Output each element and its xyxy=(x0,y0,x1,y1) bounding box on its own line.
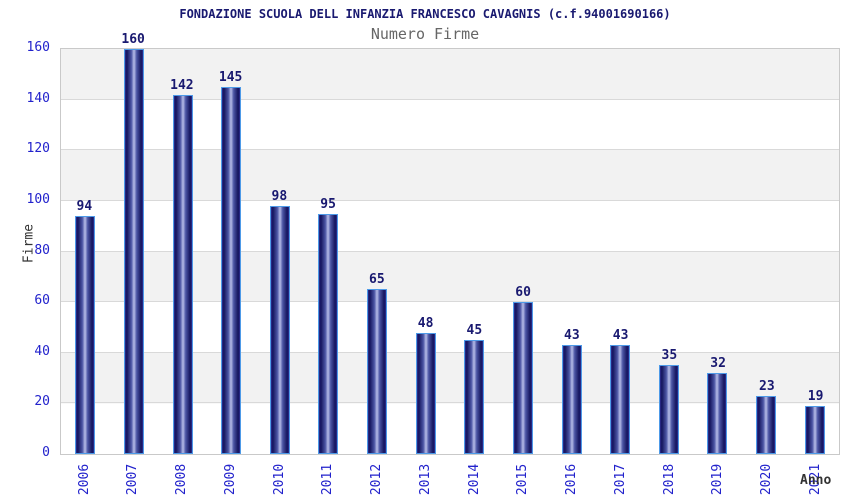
y-tick-label: 160 xyxy=(26,40,50,55)
bar-value-label: 43 xyxy=(612,328,629,344)
gridline xyxy=(61,199,839,201)
bar-value-label: 60 xyxy=(515,285,531,301)
x-tick-label: 2016 xyxy=(564,463,580,495)
bar-value-label: 32 xyxy=(710,356,726,371)
plot-area xyxy=(60,48,840,455)
x-tick-label: 2008 xyxy=(174,463,190,495)
x-axis-title: Anno xyxy=(800,473,832,488)
x-tick-label: 2017 xyxy=(613,463,629,495)
x-tick-label: 2013 xyxy=(418,463,434,495)
y-tick-label: 120 xyxy=(26,141,50,157)
chart-subtitle: Numero Firme xyxy=(370,25,480,43)
bar-2021 xyxy=(804,405,825,454)
x-tick-label: 2014 xyxy=(466,463,482,495)
bar-value-label: 65 xyxy=(369,272,385,288)
bar-2015 xyxy=(512,302,533,454)
x-tick-label: 2010 xyxy=(271,463,287,495)
bar-value-label: 23 xyxy=(759,378,775,394)
bar-2018 xyxy=(658,365,679,454)
bar-value-label: 98 xyxy=(271,188,288,204)
bar-value-label: 43 xyxy=(564,328,580,344)
x-tick-label: 2011 xyxy=(320,463,336,495)
y-tick-label: 60 xyxy=(34,293,50,309)
x-tick-label: 2015 xyxy=(515,463,531,495)
y-tick-label: 0 xyxy=(42,445,50,460)
y-axis-title: Firme xyxy=(21,223,37,264)
y-tick-label: 80 xyxy=(34,242,50,258)
bar-2011 xyxy=(318,213,339,454)
bar-2016 xyxy=(561,345,582,454)
bar-value-label: 45 xyxy=(466,323,483,339)
bar-2008 xyxy=(172,94,193,454)
bar-2020 xyxy=(756,395,777,454)
bar-2010 xyxy=(269,205,290,454)
gridline xyxy=(61,149,839,151)
bar-2013 xyxy=(415,332,436,454)
bar-value-label: 94 xyxy=(76,199,93,215)
bar-2009 xyxy=(221,86,242,454)
y-tick-label: 140 xyxy=(26,90,50,106)
y-tick-label: 40 xyxy=(34,343,50,359)
x-tick-label: 2007 xyxy=(125,463,141,495)
chart-title: FONDAZIONE SCUOLA DELL INFANZIA FRANCESC… xyxy=(179,7,671,21)
bar-2007 xyxy=(123,49,144,454)
bar-value-label: 160 xyxy=(121,32,145,47)
x-tick-label: 2009 xyxy=(223,463,239,495)
bar-2014 xyxy=(464,340,485,454)
bar-2019 xyxy=(707,373,728,454)
y-tick-label: 100 xyxy=(26,191,50,207)
bar-value-label: 35 xyxy=(661,348,678,364)
x-tick-label: 2020 xyxy=(759,463,775,495)
bar-value-label: 145 xyxy=(218,69,243,85)
bar-value-label: 48 xyxy=(417,315,434,331)
gridline xyxy=(61,250,839,252)
x-tick-label: 2012 xyxy=(369,463,385,495)
x-tick-label: 2018 xyxy=(661,463,677,495)
bar-2017 xyxy=(610,345,631,454)
bar-value-label: 142 xyxy=(170,77,194,93)
x-tick-label: 2019 xyxy=(710,463,726,495)
gridline xyxy=(61,98,839,100)
gridline xyxy=(61,301,839,303)
y-tick-label: 20 xyxy=(34,394,50,410)
x-tick-label: 2006 xyxy=(76,463,92,495)
bar-value-label: 19 xyxy=(807,388,824,404)
gridline xyxy=(61,402,839,404)
bar-2012 xyxy=(367,289,388,454)
bar-value-label: 95 xyxy=(320,196,336,212)
bar-2006 xyxy=(75,216,96,454)
gridline xyxy=(61,351,839,353)
